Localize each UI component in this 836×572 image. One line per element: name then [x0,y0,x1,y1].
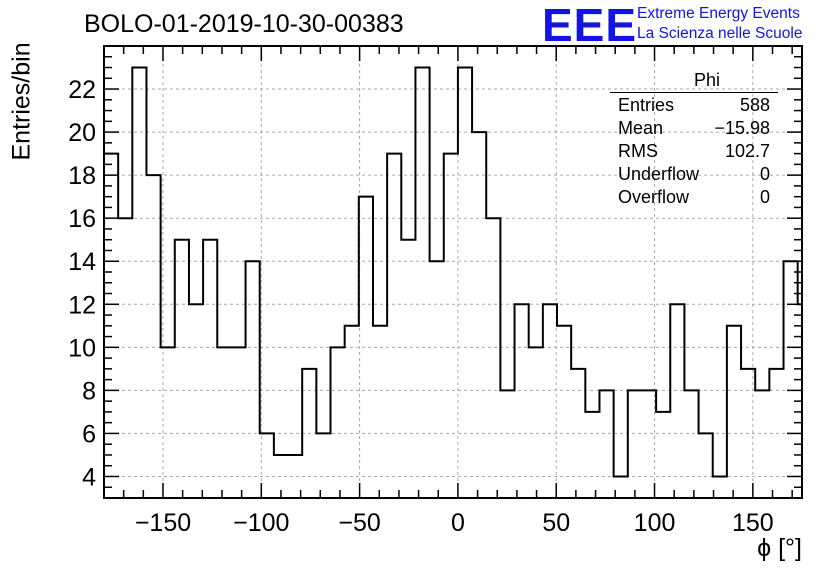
y-tick-labels: 4 6 8 10 12 14 16 18 20 22 [68,76,96,491]
y-tick-label: 14 [68,248,96,276]
axis-ticks [104,46,802,498]
x-tick-label: −150 [135,509,191,537]
stats-row: Mean −15.98 [610,118,778,141]
stats-label: Overflow [618,187,690,207]
stats-title: Phi [693,70,720,90]
stats-value: −15.98 [714,118,770,138]
x-tick-label: −100 [233,509,289,537]
x-tick-label: 50 [542,509,570,537]
y-tick-label: 6 [82,420,96,448]
stats-row: Underflow 0 [610,164,778,187]
logo-line-1: Extreme Energy Events [637,5,800,22]
stats-box: Phi Entries 588 Mean −15.98 RMS 102.7 Under… [610,70,778,210]
y-tick-label: 18 [68,162,96,190]
y-tick-label: 12 [68,291,96,319]
y-tick-label: 22 [68,76,96,104]
y-tick-label: 8 [82,377,96,405]
y-tick-label: 4 [82,463,96,491]
logo-caption: Extreme Energy Events La Scienza nelle S… [637,4,802,44]
x-axis-label: ϕ [°] [757,534,802,562]
histogram-line [104,66,802,478]
x-tick-label: 0 [451,509,465,537]
x-tick-label: −50 [338,509,380,537]
stats-label: Entries [618,95,675,115]
x-tick-label: 150 [732,509,774,537]
chart-title: BOLO-01-2019-10-30-00383 [84,10,404,38]
eee-logo: EEE [542,0,638,51]
stats-value: 0 [759,187,770,207]
stats-value: 102.7 [724,141,770,161]
stats-row: Entries 588 [610,95,778,118]
stats-value: 588 [739,95,770,115]
logo-line-2: La Scienza nelle Scuole [637,25,803,42]
stats-label: Underflow [618,164,700,184]
stats-label: RMS [618,141,658,161]
stats-row: RMS 102.7 [610,141,778,164]
plot-frame [103,45,803,499]
y-tick-label: 16 [68,205,96,233]
y-axis-label: Entries/bin [7,42,36,161]
x-tick-label: 100 [634,509,676,537]
stats-row: Overflow 0 [610,187,778,210]
stats-divider [610,92,778,93]
y-tick-label: 20 [68,119,96,147]
stats-label: Mean [618,118,664,138]
stats-value: 0 [759,164,770,184]
x-tick-labels: −150 −100 −50 0 50 100 150 [135,509,774,537]
y-tick-label: 10 [68,334,96,362]
